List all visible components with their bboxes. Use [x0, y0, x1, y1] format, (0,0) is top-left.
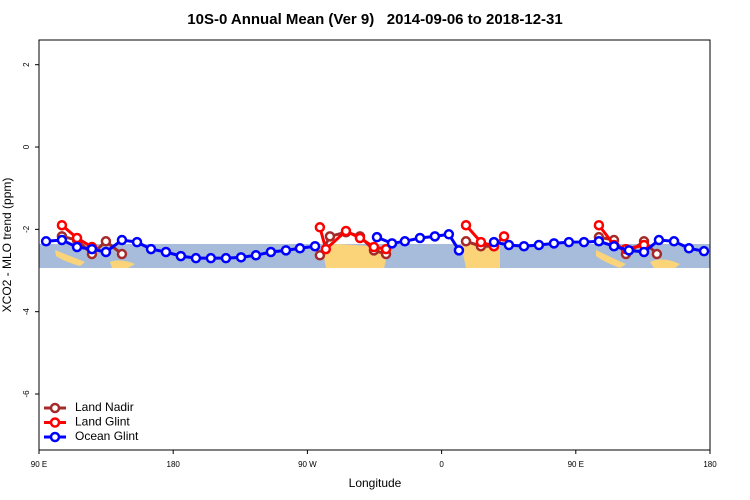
point [116, 234, 128, 246]
point [578, 236, 590, 248]
point [354, 232, 366, 244]
point [265, 246, 277, 258]
point [563, 236, 575, 248]
y-tick-label: -4 [22, 308, 31, 316]
point [488, 236, 500, 248]
point [638, 246, 650, 258]
point [386, 238, 398, 249]
point [40, 236, 52, 247]
legend-marker [49, 431, 61, 443]
point [320, 243, 332, 255]
point [518, 240, 530, 252]
point [71, 232, 83, 244]
point [623, 245, 635, 256]
point [498, 231, 510, 242]
x-axis-title: Longitude [349, 476, 402, 490]
point [314, 222, 326, 233]
point [131, 236, 143, 248]
y-tick-label: -2 [22, 225, 31, 233]
point [593, 236, 605, 247]
point [399, 236, 411, 247]
plot-frame [38, 39, 711, 451]
point [503, 239, 515, 251]
legend-marker [49, 417, 61, 428]
point [205, 252, 217, 264]
point [314, 250, 326, 261]
legend-label: Land Glint [75, 415, 130, 429]
point [71, 241, 83, 253]
point [683, 243, 695, 254]
point [340, 225, 352, 237]
point [533, 239, 545, 251]
legend-label: Land Nadir [75, 400, 134, 414]
point [443, 229, 455, 240]
point [651, 248, 663, 260]
x-tick-label: 90 W [298, 460, 317, 469]
chart-title: 10S-0 Annual Mean (Ver 9) 2014-09-06 to … [187, 11, 562, 28]
point [56, 219, 68, 231]
point [175, 250, 187, 262]
point [475, 236, 487, 248]
point [220, 252, 232, 264]
legend-label: Ocean Glint [75, 429, 139, 443]
point [145, 243, 157, 255]
point [250, 250, 262, 261]
point [429, 231, 441, 242]
x-tick-label: 0 [439, 460, 444, 469]
y-tick-label: 2 [22, 62, 31, 67]
point [380, 243, 392, 255]
point [309, 240, 321, 252]
point [608, 240, 620, 252]
point [371, 231, 383, 243]
point [653, 234, 665, 246]
point [453, 245, 465, 256]
point [235, 252, 247, 263]
point [698, 245, 710, 257]
point [280, 245, 292, 256]
point [56, 234, 68, 246]
x-tick-label: 180 [703, 460, 717, 469]
point [414, 232, 426, 244]
y-tick-label: 0 [22, 144, 31, 149]
y-tick-label: -6 [22, 390, 31, 398]
point [368, 241, 380, 253]
x-tick-label: 180 [167, 460, 181, 469]
point [160, 246, 172, 258]
point [324, 231, 336, 242]
point [460, 219, 472, 231]
point [190, 252, 202, 264]
point [100, 246, 112, 258]
legend-marker [49, 402, 61, 414]
point [294, 243, 306, 254]
x-tick-label: 90 E [568, 460, 584, 469]
y-axis-title: XCO2 - MLO trend (ppm) [0, 178, 14, 313]
point [86, 243, 98, 255]
x-tick-label: 90 E [31, 460, 47, 469]
point [668, 236, 680, 247]
point [100, 236, 112, 247]
series [40, 229, 710, 264]
point [548, 238, 560, 249]
point [460, 236, 472, 247]
point [593, 219, 605, 231]
point [116, 248, 128, 260]
